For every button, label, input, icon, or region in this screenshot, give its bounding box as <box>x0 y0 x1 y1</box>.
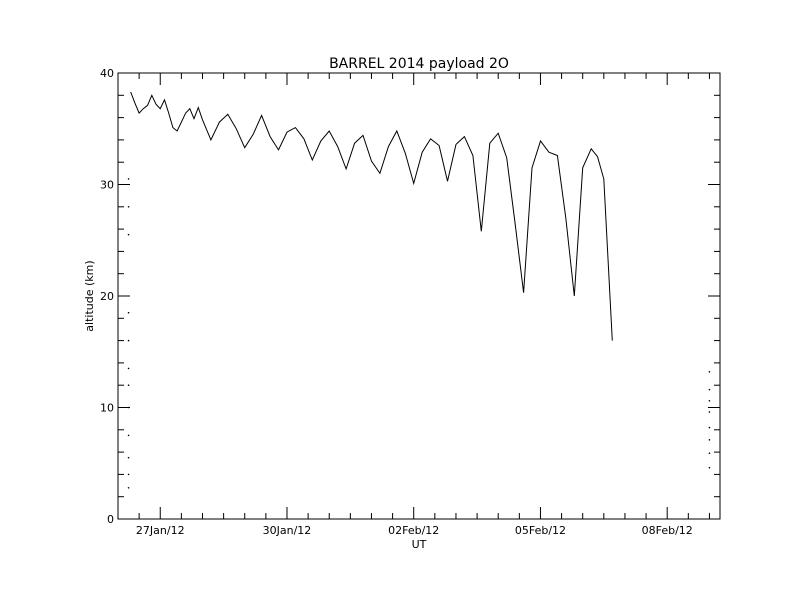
axis-ticks: 0 10 20 30 40 27Jan/12 30Jan/12 02Feb/12 05Feb/1… <box>100 67 720 537</box>
altitude-dot <box>708 439 711 441</box>
altitude-dot <box>127 473 130 476</box>
altitude-dot <box>127 434 130 437</box>
altitude-line <box>130 91 613 341</box>
y-tick-label: 30 <box>100 179 114 192</box>
altitude-dot <box>127 339 130 342</box>
x-tick-label: 30Jan/12 <box>263 524 312 537</box>
y-tick-label: 20 <box>100 290 114 303</box>
x-tick-label: 02Feb/12 <box>388 524 439 537</box>
altitude-dot <box>708 388 711 391</box>
chart-title: BARREL 2014 payload 2O <box>329 56 509 72</box>
altitude-dot <box>127 206 130 208</box>
altitude-dot <box>127 233 130 236</box>
y-tick-label: 0 <box>107 513 114 526</box>
altitude-dot <box>708 426 711 429</box>
x-tick-label: 27Jan/12 <box>136 524 185 537</box>
y-tick-label: 10 <box>100 402 114 415</box>
altitude-dot <box>708 400 711 402</box>
y-tick-label: 40 <box>100 67 114 80</box>
altitude-dot <box>708 371 711 373</box>
altitude-dot <box>127 311 130 314</box>
altitude-dot <box>127 406 130 409</box>
plot-frame <box>117 72 721 520</box>
data-marks <box>127 91 711 489</box>
altitude-dot <box>708 466 711 469</box>
x-tick-label: 05Feb/12 <box>515 524 566 537</box>
altitude-dot <box>127 178 130 180</box>
x-tick-label: 08Feb/12 <box>642 524 693 537</box>
altitude-dot <box>127 384 130 387</box>
altitude-dot <box>708 452 711 455</box>
altitude-dot <box>127 367 130 370</box>
altitude-dot <box>127 486 130 489</box>
altitude-dot <box>127 456 130 459</box>
x-axis-label: UT <box>412 538 427 551</box>
altitude-dot <box>708 411 711 413</box>
y-axis-label: altitude (km) <box>83 260 96 331</box>
